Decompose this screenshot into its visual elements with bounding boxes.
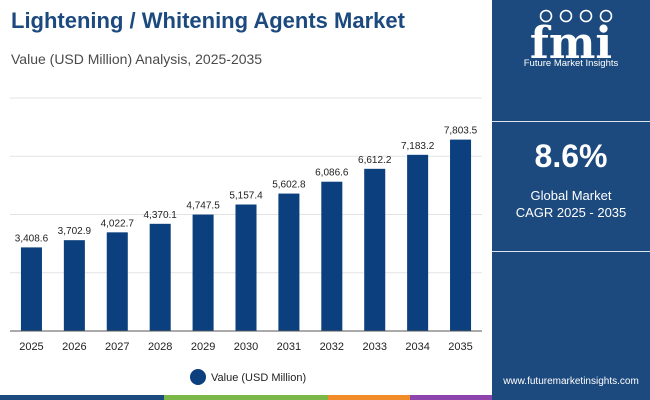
bar bbox=[235, 204, 257, 331]
color-strip bbox=[0, 395, 492, 400]
x-tick-label: 2029 bbox=[191, 341, 215, 353]
bar-value-label: 4,022.7 bbox=[101, 218, 135, 229]
bar-value-label: 5,157.4 bbox=[229, 191, 263, 202]
bar-value-label: 5,602.8 bbox=[272, 180, 306, 191]
fmi-logo: fmi bbox=[530, 9, 613, 69]
bar-value-label: 3,702.9 bbox=[58, 226, 92, 237]
bar-value-label: 6,612.2 bbox=[358, 155, 392, 166]
brand-name: Future Market Insights bbox=[523, 58, 619, 69]
bar bbox=[20, 247, 42, 331]
x-tick-label: 2025 bbox=[19, 341, 43, 353]
bar-value-label: 4,370.1 bbox=[143, 210, 177, 221]
bar bbox=[192, 214, 214, 331]
bar-value-label: 4,747.5 bbox=[186, 201, 220, 212]
bar-value-label: 3,408.6 bbox=[15, 233, 49, 244]
chart-subtitle: Value (USD Million) Analysis, 2025-2035 bbox=[11, 51, 263, 67]
logo-text: fmi bbox=[530, 18, 612, 69]
x-tick-label: 2034 bbox=[405, 341, 429, 353]
strip-segment bbox=[0, 395, 164, 400]
bar bbox=[364, 168, 386, 331]
x-tick-label: 2027 bbox=[105, 341, 129, 353]
legend-marker bbox=[190, 369, 206, 385]
cagr-caption-line1: Global Market bbox=[530, 188, 612, 203]
x-tick-label: 2030 bbox=[234, 341, 258, 353]
divider bbox=[492, 121, 650, 122]
bar-value-label: 6,086.6 bbox=[315, 168, 349, 179]
divider bbox=[492, 251, 650, 252]
bar-value-label: 7,803.5 bbox=[444, 126, 478, 137]
cagr-caption-line2: CAGR 2025 - 2035 bbox=[515, 205, 627, 220]
x-tick-label: 2031 bbox=[277, 341, 301, 353]
bar bbox=[278, 193, 300, 331]
cagr-value: 8.6% bbox=[534, 138, 608, 174]
strip-segment bbox=[328, 395, 410, 400]
strip-segment bbox=[164, 395, 328, 400]
legend-label: Value (USD Million) bbox=[211, 372, 306, 384]
x-tick-label: 2032 bbox=[320, 341, 344, 353]
bar bbox=[149, 223, 171, 331]
bar bbox=[450, 139, 472, 331]
sidebar-panel: fmi Future Market Insights 8.6% Global M… bbox=[492, 0, 650, 400]
x-tick-label: 2033 bbox=[362, 341, 386, 353]
bar bbox=[407, 154, 429, 331]
strip-segment bbox=[410, 395, 492, 400]
x-tick-label: 2028 bbox=[148, 341, 172, 353]
bar bbox=[106, 232, 128, 331]
bar-chart: 3,408.6 2025 3,702.9 2026 4,022.7 2027 4,370.1… bbox=[10, 97, 482, 385]
bar-value-label: 7,183.2 bbox=[401, 141, 435, 152]
x-tick-label: 2035 bbox=[448, 341, 472, 353]
bar bbox=[63, 240, 85, 331]
website-url: www.futuremarketinsights.com bbox=[503, 376, 639, 387]
chart-title: Lightening / Whitening Agents Market bbox=[11, 8, 405, 33]
bar bbox=[321, 181, 343, 331]
x-tick-label: 2026 bbox=[62, 341, 86, 353]
